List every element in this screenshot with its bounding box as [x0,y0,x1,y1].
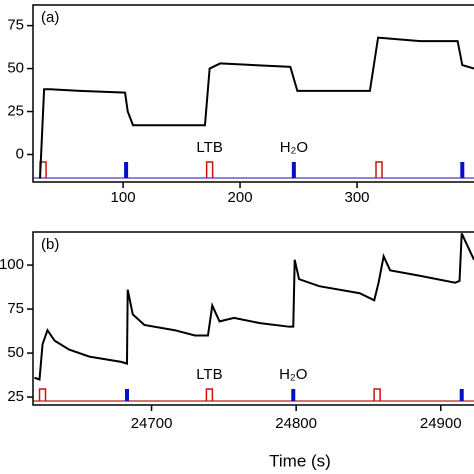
panel-label: (a) [41,9,59,26]
annotation: LTB [196,366,222,383]
x-tick-label: 200 [228,189,253,206]
blue-pulse [291,389,296,401]
y-tick-label: 50 [7,60,24,77]
annotation: H₂O [279,366,307,383]
x-tick-label: 300 [345,189,370,206]
red-pulse [373,388,381,401]
annotation: LTB [196,139,222,156]
y-tick-label: 0 [16,145,24,162]
red-pulse [375,161,383,178]
annotation: H₂O [280,139,308,156]
x-axis-label: Time (s) [269,451,331,470]
x-tick-label: 100 [111,189,136,206]
x-tick-label: 24900 [420,415,462,432]
plot-area [33,232,474,402]
blue-pulse [459,389,464,401]
x-tick-label: 24800 [275,415,317,432]
blue-pulse [124,162,129,178]
red-pulse [205,161,214,178]
blue-pulse [124,389,129,401]
data-line [34,232,474,381]
frame [32,231,474,406]
panel-label: (b) [41,236,59,253]
y-tick-label: 75 [7,17,24,34]
blue-pulse [291,162,296,178]
y-tick-label: 50 [7,344,24,361]
y-tick-label: 25 [7,388,24,405]
red-pulse [38,388,47,401]
frame [32,4,474,183]
y-tick-label: 100 [0,256,24,273]
x-tick-label: 24700 [131,415,173,432]
y-tick-label: 25 [7,103,24,120]
plot-area [33,36,474,179]
red-pulse [205,388,214,401]
y-tick-label: 75 [7,300,24,317]
blue-pulse [460,162,465,178]
data-line [39,36,474,179]
